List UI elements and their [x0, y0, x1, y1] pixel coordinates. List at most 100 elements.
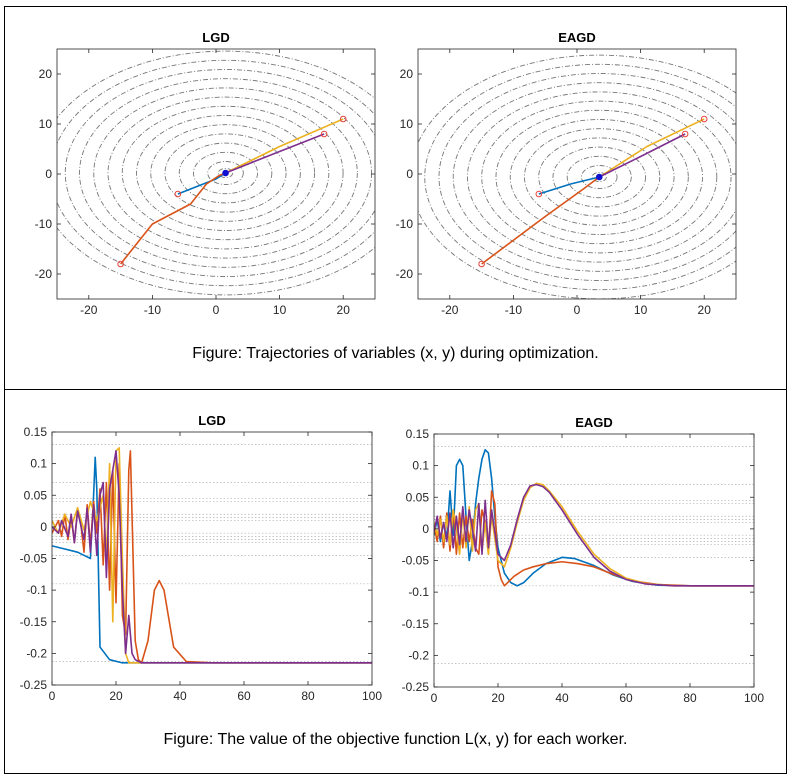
- contour-ellipse: [581, 165, 618, 189]
- contour-ellipse: [467, 91, 732, 263]
- lgd-trajectory-chart: -20 -10 0 10 20 -20 -10 0 10 20 LGD: [35, 30, 376, 317]
- series-line-blue: [177, 172, 226, 195]
- y-tick-label: 0: [422, 522, 429, 536]
- trajectories-panel: -20 -10 0 10 20 -20 -10 0 10 20 LGD -20 -10 0 10 20 -20…: [4, 6, 787, 390]
- x-tick-label: -10: [505, 303, 523, 317]
- y-tick-label: -0.1: [26, 583, 47, 597]
- objective-caption: Figure: The value of the objective funct…: [163, 731, 628, 748]
- x-tick-label: 40: [173, 689, 187, 703]
- contour-ellipse: [509, 119, 689, 235]
- x-tick-label: 20: [109, 689, 123, 703]
- start-marker: [535, 190, 543, 198]
- series-line-orange: [481, 176, 600, 265]
- contour-ellipse: [217, 167, 234, 179]
- plot-area: [434, 434, 754, 687]
- contour-ellipse: [79, 78, 373, 268]
- series-line-blue: [538, 176, 600, 195]
- x-tick-label: 20: [698, 303, 712, 317]
- start-marker: [478, 260, 485, 268]
- eagd-trajectory-chart: -20 -10 0 10 20 -20 -10 0 10 20 EAGD: [396, 30, 737, 317]
- plot-content: [418, 54, 736, 299]
- y-tick-label: 0.05: [24, 488, 48, 502]
- contour-ellipse: [566, 155, 632, 199]
- y-tick-label: 20: [400, 67, 414, 81]
- series-line-purple: [225, 133, 325, 174]
- center-marker: [595, 173, 603, 181]
- x-tick-label: 100: [744, 691, 764, 705]
- contour-ellipse: [524, 128, 675, 226]
- contour-ellipse: [150, 124, 301, 222]
- y-tick-label: -10: [396, 217, 414, 231]
- x-tick-label: 80: [301, 689, 315, 703]
- contour-ellipse: [591, 171, 607, 183]
- series-line-blue: [52, 456, 372, 664]
- y-tick-label: -0.15: [402, 617, 430, 631]
- series-line-orange: [119, 172, 226, 265]
- x-tick-label: 10: [273, 303, 287, 317]
- x-tick-label: 40: [555, 691, 569, 705]
- series-line-yellow: [225, 118, 344, 174]
- chart-title: LGD: [198, 413, 225, 428]
- contour-ellipse: [193, 151, 259, 195]
- y-tick-label: 0.1: [412, 459, 429, 473]
- series-line-purple: [52, 450, 372, 664]
- contour-ellipse: [424, 63, 736, 291]
- plot-content: [434, 446, 754, 664]
- contour-ellipse: [121, 105, 330, 241]
- center-marker: [222, 169, 229, 177]
- x-tick-label: 60: [237, 689, 251, 703]
- y-tick-label: -0.05: [402, 554, 430, 568]
- plot-area: [418, 49, 736, 299]
- chart-title: LGD: [202, 30, 229, 45]
- x-tick-label: 20: [337, 303, 351, 317]
- y-tick-label: 0: [406, 167, 413, 181]
- y-tick-label: -20: [35, 267, 53, 281]
- start-marker: [174, 190, 182, 198]
- start-marker: [700, 115, 708, 123]
- y-tick-label: -0.2: [408, 648, 429, 662]
- y-tick-label: -0.25: [20, 678, 48, 692]
- contour-ellipse: [164, 133, 287, 213]
- y-tick-label: 10: [39, 117, 53, 131]
- contour-ellipse: [57, 50, 375, 296]
- x-tick-label: 80: [683, 691, 697, 705]
- y-tick-label: 20: [39, 67, 53, 81]
- chart-title: EAGD: [558, 30, 596, 45]
- start-marker: [681, 130, 689, 138]
- x-tick-label: 10: [634, 303, 648, 317]
- y-tick-label: 0: [40, 520, 47, 534]
- x-tick-label: 0: [574, 303, 581, 317]
- y-tick-label: -10: [35, 217, 53, 231]
- y-tick-label: -0.2: [26, 646, 47, 660]
- y-tick-label: -20: [396, 267, 414, 281]
- series-line-yellow: [598, 118, 705, 178]
- x-tick-label: -20: [441, 303, 459, 317]
- y-tick-label: 0.15: [406, 427, 430, 441]
- x-tick-label: 100: [362, 689, 382, 703]
- y-tick-label: 0.1: [30, 457, 47, 471]
- eagd-objective-chart: 0 20 40 60 80 100 -0.25 -0.2 -0.15 -0.1 -0.05 0 0.05…: [402, 415, 765, 705]
- contour-ellipse: [136, 115, 316, 231]
- start-marker: [339, 115, 347, 123]
- x-tick-label: 60: [619, 691, 633, 705]
- contour-ellipse: [495, 109, 703, 245]
- contour-ellipse: [552, 146, 647, 208]
- trajectories-caption: Figure: Trajectories of variables (x, y)…: [192, 345, 599, 362]
- contour-ellipse: [418, 54, 736, 299]
- y-tick-label: -0.05: [20, 552, 48, 566]
- lgd-objective-chart: 0 20 40 60 80 100 -0.25 -0.2 -0.15 -0.1 -0.05 0 0.05…: [20, 413, 383, 703]
- y-tick-label: 0: [45, 167, 52, 181]
- y-tick-label: -0.25: [402, 680, 430, 694]
- contour-ellipse: [93, 87, 358, 259]
- x-tick-label: 20: [491, 691, 505, 705]
- y-tick-label: 0.05: [406, 490, 430, 504]
- start-marker: [117, 260, 124, 268]
- y-tick-label: 10: [400, 117, 414, 131]
- plot-content: [52, 444, 372, 664]
- contour-ellipse: [538, 137, 661, 217]
- y-tick-label: -0.15: [20, 615, 48, 629]
- contour-ellipse: [452, 82, 736, 272]
- x-tick-label: 0: [431, 691, 438, 705]
- plot-content: [57, 50, 375, 296]
- contour-ellipse: [107, 96, 344, 250]
